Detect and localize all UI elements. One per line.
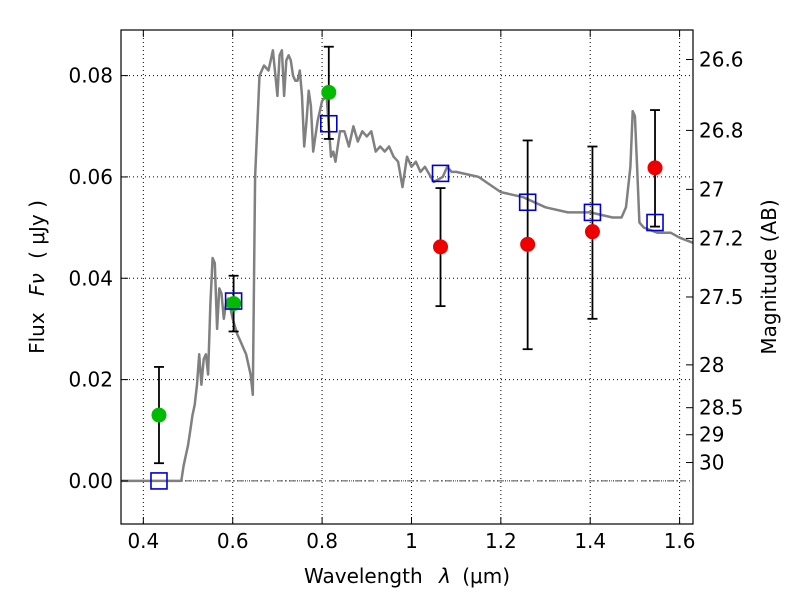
x-axis-title-prefix: Wavelength	[304, 564, 423, 588]
y-tick-label: 0.08	[68, 64, 113, 88]
x-tick-label: 1.4	[574, 529, 606, 553]
x-tick-label: 0.4	[127, 529, 159, 553]
magnitude-tick-label: 27	[699, 177, 724, 201]
green-data-point	[226, 296, 242, 312]
model-square-marker	[319, 114, 338, 133]
magnitude-tick-label: 30	[699, 451, 724, 475]
x-tick-label: 0.8	[306, 529, 338, 553]
model-square-marker	[431, 164, 450, 183]
y-tick-label: 0.02	[68, 368, 113, 392]
grid-lines	[121, 30, 693, 524]
x-tick-label: 1.6	[664, 529, 696, 553]
green-data-point	[151, 407, 167, 423]
y-axis-title-prefix: Flux	[25, 312, 49, 354]
model-square-marker	[150, 472, 168, 490]
green-data-point	[321, 84, 337, 100]
model-square-marker	[224, 292, 243, 310]
y-tick-label: 0.04	[68, 266, 113, 290]
y-tick-label: 0.06	[68, 165, 113, 189]
red-data-point	[520, 236, 536, 252]
x-tick-label: 0.6	[217, 529, 249, 553]
data-points	[151, 84, 663, 423]
model-photometry-squares	[150, 114, 664, 490]
x-axis-title-var: λ	[438, 564, 451, 588]
model-square-marker	[646, 213, 664, 232]
x-tick-label: 1	[405, 529, 418, 553]
y-axis-title-unit: ( μJy )	[25, 200, 49, 259]
x-axis-title: Wavelength λ (μm)	[304, 564, 510, 588]
magnitude-tick-label: 28.5	[699, 396, 744, 420]
magnitude-tick-label: 27.5	[699, 285, 744, 309]
y-tick-label: 0.00	[68, 469, 113, 493]
model-square-marker	[583, 203, 602, 222]
magnitude-tick-label: 26.8	[699, 118, 744, 142]
magnitude-tick-label: 26.6	[699, 48, 744, 72]
axis-ticks: 0.4 0.6 0.8 1 1.2 1.4 1.6 0.00 0.02 0.04 0.06 0.08 2…	[68, 30, 744, 553]
magnitude-tick-label: 28	[699, 353, 724, 377]
red-data-point	[584, 224, 600, 240]
y-axis-title-var: Fν	[25, 273, 49, 296]
x-tick-label: 1.2	[485, 529, 517, 553]
plot-frame	[120, 29, 694, 525]
x-axis-title-unit: (μm)	[462, 564, 510, 588]
model-spectrum-line	[121, 49, 694, 483]
error-bars	[153, 45, 661, 465]
magnitude-tick-label: 27.2	[699, 226, 744, 250]
magnitude-tick-label: 29	[699, 423, 724, 447]
model-square-marker	[518, 193, 537, 212]
magnitude-axis-title: Magnitude (AB)	[757, 199, 781, 354]
y-axis-title: Flux Fν ( μJy )	[25, 200, 49, 354]
red-data-point	[433, 239, 449, 255]
red-data-point	[647, 160, 663, 176]
